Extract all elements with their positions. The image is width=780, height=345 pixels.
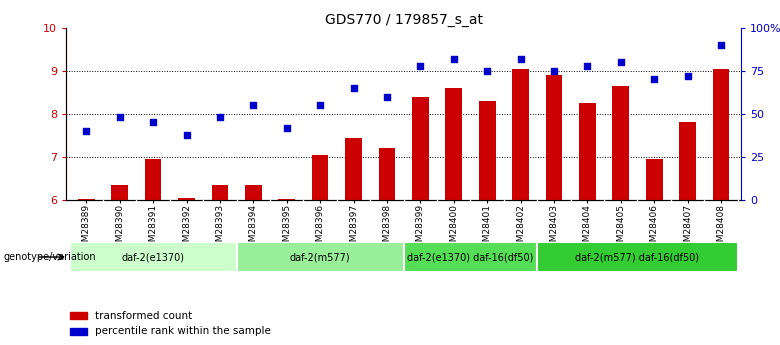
Bar bbox=[445, 88, 462, 200]
Bar bbox=[479, 101, 495, 200]
Point bbox=[648, 77, 661, 82]
Point bbox=[548, 68, 560, 73]
Point bbox=[615, 59, 627, 65]
Point bbox=[80, 128, 93, 134]
Point bbox=[214, 115, 226, 120]
Point bbox=[581, 63, 594, 68]
Text: transformed count: transformed count bbox=[94, 311, 192, 321]
Bar bbox=[612, 86, 629, 200]
Bar bbox=[412, 97, 429, 200]
Bar bbox=[646, 159, 662, 200]
Point bbox=[281, 125, 293, 130]
Bar bbox=[346, 138, 362, 200]
Bar bbox=[378, 148, 395, 200]
Point bbox=[180, 132, 193, 137]
Title: GDS770 / 179857_s_at: GDS770 / 179857_s_at bbox=[324, 12, 483, 27]
FancyBboxPatch shape bbox=[537, 242, 738, 272]
FancyBboxPatch shape bbox=[236, 242, 404, 272]
Bar bbox=[312, 155, 328, 200]
Bar bbox=[679, 122, 696, 200]
Text: daf-2(e1370): daf-2(e1370) bbox=[122, 252, 185, 262]
Point bbox=[381, 94, 393, 99]
Point bbox=[414, 63, 427, 68]
Bar bbox=[245, 185, 262, 200]
Point bbox=[347, 85, 360, 91]
Text: daf-2(m577) daf-16(df50): daf-2(m577) daf-16(df50) bbox=[576, 252, 700, 262]
Text: percentile rank within the sample: percentile rank within the sample bbox=[94, 326, 271, 336]
Bar bbox=[211, 185, 229, 200]
Point bbox=[481, 68, 494, 73]
Bar bbox=[713, 69, 729, 200]
Point bbox=[147, 120, 159, 125]
Point bbox=[314, 102, 326, 108]
Bar bbox=[579, 103, 596, 200]
Point bbox=[448, 56, 460, 61]
Bar bbox=[278, 199, 295, 200]
FancyBboxPatch shape bbox=[404, 242, 537, 272]
Text: daf-2(m577): daf-2(m577) bbox=[290, 252, 350, 262]
Bar bbox=[178, 198, 195, 200]
Point bbox=[681, 73, 693, 79]
Bar bbox=[69, 312, 87, 319]
Bar bbox=[69, 328, 87, 335]
Bar bbox=[112, 185, 128, 200]
Text: daf-2(e1370) daf-16(df50): daf-2(e1370) daf-16(df50) bbox=[407, 252, 534, 262]
Bar bbox=[512, 69, 529, 200]
Bar bbox=[78, 199, 94, 200]
Bar bbox=[545, 75, 562, 200]
Point bbox=[514, 56, 526, 61]
Bar bbox=[145, 159, 161, 200]
Text: genotype/variation: genotype/variation bbox=[4, 252, 97, 262]
Point bbox=[247, 102, 260, 108]
Point bbox=[114, 115, 126, 120]
Point bbox=[714, 42, 727, 48]
FancyBboxPatch shape bbox=[69, 242, 236, 272]
